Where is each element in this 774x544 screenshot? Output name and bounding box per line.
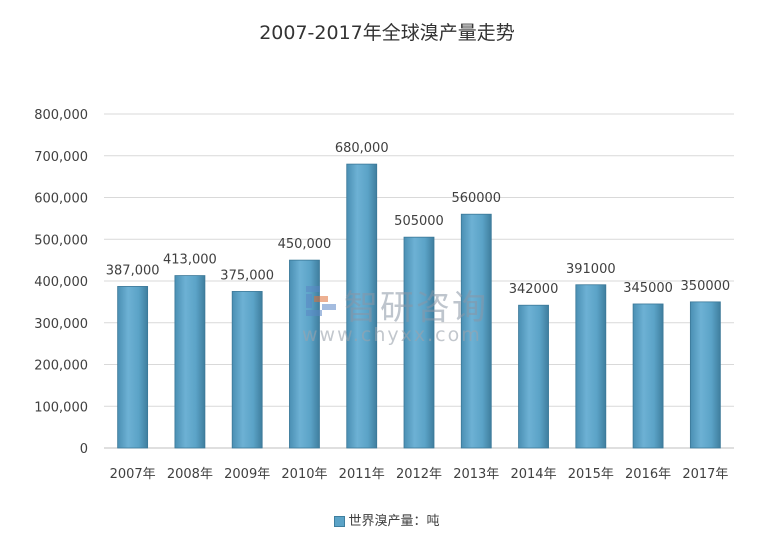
data-label: 680,000 bbox=[335, 141, 389, 156]
bar bbox=[403, 236, 435, 449]
bar bbox=[689, 301, 721, 449]
x-tick-label: 2008年 bbox=[167, 467, 213, 482]
bar bbox=[231, 291, 263, 449]
x-tick-label: 2009年 bbox=[224, 467, 270, 482]
y-tick-label: 700,000 bbox=[34, 150, 88, 165]
y-tick-label: 200,000 bbox=[34, 359, 88, 374]
bar bbox=[575, 284, 607, 449]
y-tick-label: 300,000 bbox=[34, 317, 88, 332]
x-tick-label: 2013年 bbox=[453, 467, 499, 482]
data-label: 342000 bbox=[509, 282, 559, 297]
legend-label: 世界溴产量：吨 bbox=[348, 514, 440, 529]
y-tick-label: 600,000 bbox=[34, 192, 88, 207]
data-label: 505000 bbox=[394, 214, 444, 229]
chart-title: 2007-2017年全球溴产量走势 bbox=[259, 22, 515, 44]
x-tick-label: 2010年 bbox=[281, 467, 327, 482]
legend: 世界溴产量：吨 bbox=[0, 510, 774, 529]
bar bbox=[117, 286, 149, 449]
x-tick-label: 2012年 bbox=[396, 467, 442, 482]
bar bbox=[460, 213, 492, 449]
y-tick-label: 800,000 bbox=[34, 108, 88, 123]
data-label: 413,000 bbox=[163, 253, 217, 268]
x-tick-label: 2015年 bbox=[568, 467, 614, 482]
data-label: 560000 bbox=[451, 191, 501, 206]
y-tick-label: 100,000 bbox=[34, 400, 88, 415]
data-label: 387,000 bbox=[106, 263, 160, 278]
bar bbox=[346, 163, 378, 449]
bar bbox=[632, 303, 664, 449]
y-tick-label: 500,000 bbox=[34, 233, 88, 248]
y-tick-label: 0 bbox=[80, 442, 88, 457]
data-label: 350000 bbox=[681, 279, 731, 294]
y-tick-label: 400,000 bbox=[34, 275, 88, 290]
x-tick-label: 2017年 bbox=[682, 467, 728, 482]
x-tick-label: 2007年 bbox=[110, 467, 156, 482]
legend-swatch bbox=[334, 516, 346, 527]
bar bbox=[518, 304, 549, 449]
x-tick-label: 2014年 bbox=[510, 467, 556, 482]
data-label: 450,000 bbox=[278, 237, 332, 252]
data-label: 375,000 bbox=[220, 268, 274, 283]
x-tick-label: 2011年 bbox=[339, 467, 385, 482]
data-label: 345000 bbox=[623, 281, 673, 296]
bar bbox=[289, 259, 320, 449]
bar bbox=[174, 275, 206, 449]
x-tick-label: 2016年 bbox=[625, 467, 671, 482]
data-label: 391000 bbox=[566, 262, 616, 277]
